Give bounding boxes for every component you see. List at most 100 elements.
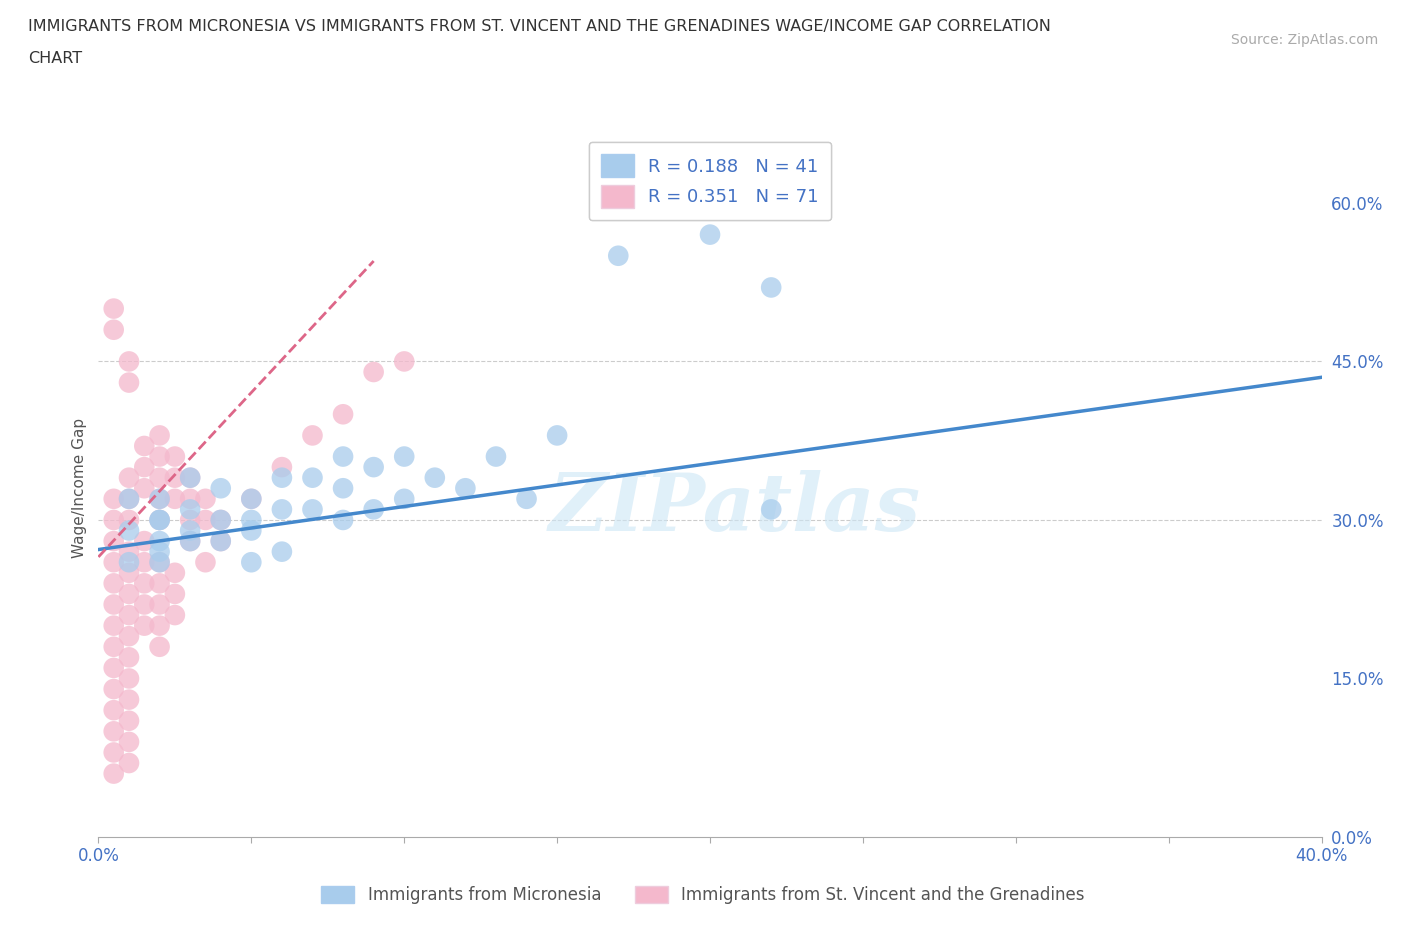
Point <box>149 428 172 443</box>
Point <box>134 481 156 496</box>
Point <box>179 512 201 527</box>
Point <box>103 323 125 338</box>
Point <box>699 227 721 242</box>
Point <box>363 459 385 474</box>
Point <box>103 724 125 738</box>
Point <box>149 449 172 464</box>
Point <box>163 565 186 580</box>
Point <box>118 713 141 728</box>
Point <box>423 471 446 485</box>
Text: Source: ZipAtlas.com: Source: ZipAtlas.com <box>1230 33 1378 46</box>
Point <box>149 491 172 506</box>
Point <box>149 512 172 527</box>
Point <box>103 682 125 697</box>
Point <box>270 471 292 485</box>
Point <box>118 671 141 686</box>
Point <box>134 576 156 591</box>
Point <box>149 576 172 591</box>
Point <box>134 459 156 474</box>
Point <box>118 607 141 622</box>
Point <box>103 301 125 316</box>
Point <box>332 481 354 496</box>
Point <box>485 449 508 464</box>
Point <box>149 512 172 527</box>
Point <box>118 354 141 369</box>
Point <box>118 629 141 644</box>
Point <box>134 555 156 570</box>
Y-axis label: Wage/Income Gap: Wage/Income Gap <box>72 418 87 558</box>
Point <box>759 502 782 517</box>
Point <box>118 471 141 485</box>
Point <box>118 650 141 665</box>
Point <box>103 534 125 549</box>
Legend: Immigrants from Micronesia, Immigrants from St. Vincent and the Grenadines: Immigrants from Micronesia, Immigrants f… <box>312 878 1094 912</box>
Point <box>118 587 141 602</box>
Point <box>332 512 354 527</box>
Point <box>759 280 782 295</box>
Point <box>149 534 172 549</box>
Point <box>209 512 232 527</box>
Point <box>179 471 201 485</box>
Point <box>301 471 323 485</box>
Point <box>103 639 125 654</box>
Point <box>103 555 125 570</box>
Point <box>546 428 568 443</box>
Text: ZIPatlas: ZIPatlas <box>548 471 921 548</box>
Point <box>103 576 125 591</box>
Point <box>392 449 416 464</box>
Point <box>118 523 141 538</box>
Point <box>392 491 416 506</box>
Point <box>194 555 217 570</box>
Text: IMMIGRANTS FROM MICRONESIA VS IMMIGRANTS FROM ST. VINCENT AND THE GRENADINES WAG: IMMIGRANTS FROM MICRONESIA VS IMMIGRANTS… <box>28 19 1052 33</box>
Point <box>134 597 156 612</box>
Point <box>149 555 172 570</box>
Point <box>179 534 201 549</box>
Point <box>149 512 172 527</box>
Point <box>163 449 186 464</box>
Point <box>332 449 354 464</box>
Text: CHART: CHART <box>28 51 82 66</box>
Point <box>118 544 141 559</box>
Point <box>240 491 263 506</box>
Point <box>301 428 323 443</box>
Point <box>240 555 263 570</box>
Point <box>103 597 125 612</box>
Point <box>270 502 292 517</box>
Point <box>179 491 201 506</box>
Point <box>103 512 125 527</box>
Point <box>118 375 141 390</box>
Point <box>363 502 385 517</box>
Point <box>134 439 156 454</box>
Point <box>209 534 232 549</box>
Point <box>179 523 201 538</box>
Point <box>118 555 141 570</box>
Point <box>209 534 232 549</box>
Point <box>209 512 232 527</box>
Point <box>134 618 156 633</box>
Point <box>607 248 630 263</box>
Point <box>454 481 477 496</box>
Point <box>149 618 172 633</box>
Point <box>179 534 201 549</box>
Point <box>149 471 172 485</box>
Point <box>332 406 354 421</box>
Point <box>103 745 125 760</box>
Point <box>516 491 538 506</box>
Point <box>118 735 141 750</box>
Point <box>118 565 141 580</box>
Point <box>163 587 186 602</box>
Point <box>194 491 217 506</box>
Point <box>270 459 292 474</box>
Point <box>301 502 323 517</box>
Point <box>179 471 201 485</box>
Point <box>134 534 156 549</box>
Point <box>103 703 125 718</box>
Point <box>240 512 263 527</box>
Point <box>149 639 172 654</box>
Point <box>209 481 232 496</box>
Point <box>118 491 141 506</box>
Point <box>103 618 125 633</box>
Point <box>118 755 141 770</box>
Point <box>240 491 263 506</box>
Point <box>149 491 172 506</box>
